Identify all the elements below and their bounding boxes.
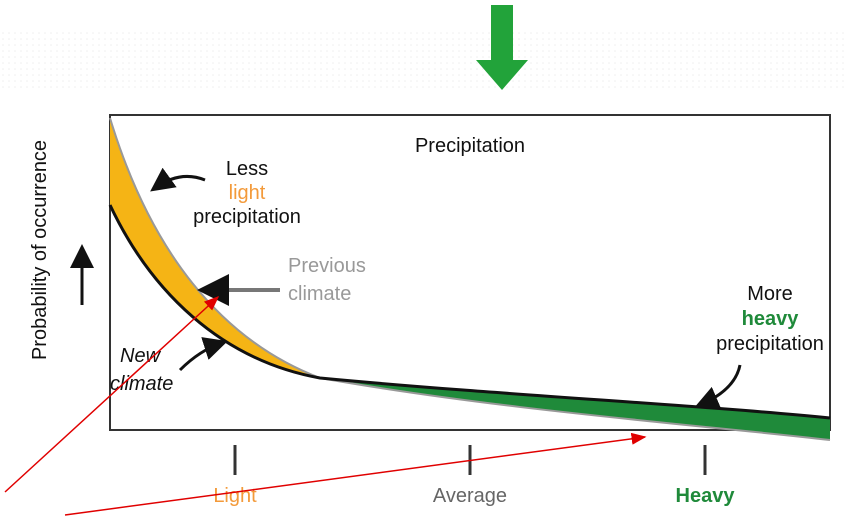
title: Precipitation (415, 135, 525, 157)
green-arrow (476, 5, 528, 90)
plot-frame (109, 114, 831, 431)
pointer-arrow (150, 167, 206, 192)
annotation: climate (288, 283, 351, 305)
x-label: Light (213, 485, 257, 507)
annotation: Previous (288, 255, 366, 277)
annotation: light (229, 182, 266, 204)
x-label: Heavy (676, 485, 736, 507)
x-label: Average (433, 485, 507, 507)
red-pointer (64, 432, 647, 516)
red-pointer (4, 295, 220, 493)
annotation: precipitation (193, 206, 301, 228)
y-axis-label: Probability of occurrence (29, 140, 51, 360)
annotation: New (120, 345, 162, 367)
pointer-arrow (694, 364, 742, 409)
previous-curve (109, 117, 831, 441)
annotation: Less (226, 158, 268, 180)
heavy-band (320, 378, 830, 440)
annotation: precipitation (716, 333, 824, 355)
light-band (110, 118, 320, 378)
annotation: heavy (742, 308, 800, 330)
annotation: More (747, 283, 793, 305)
background-pattern (0, 30, 846, 90)
pointer-arrow (178, 337, 228, 372)
annotation: climate (110, 373, 173, 395)
